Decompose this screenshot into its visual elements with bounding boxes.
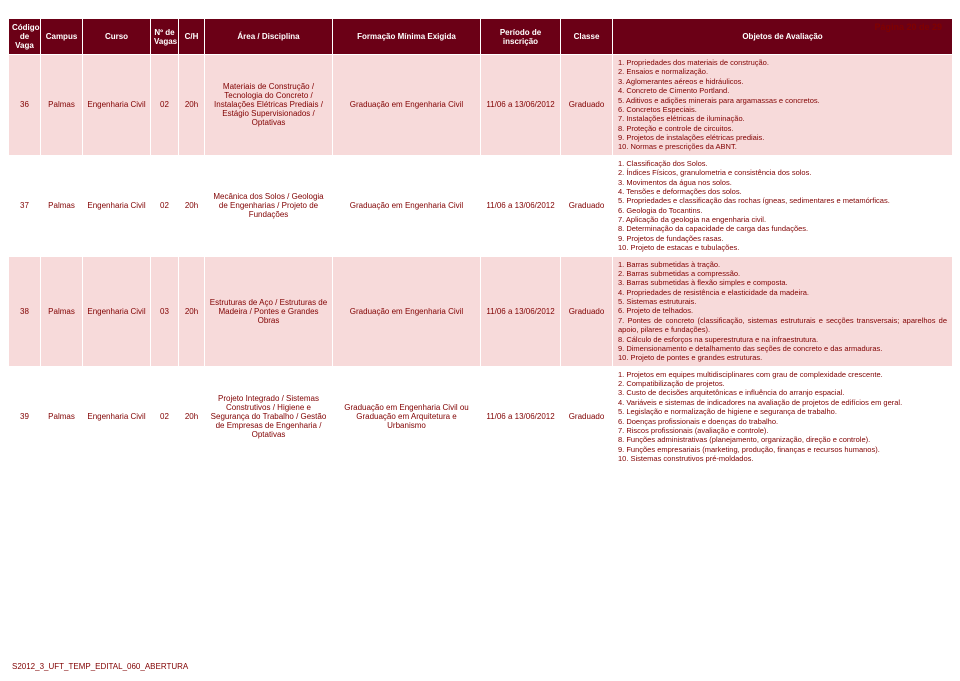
- cell-codigo: 37: [9, 155, 41, 256]
- col-curso: Curso: [83, 19, 151, 55]
- cell-formacao: Graduação em Engenharia Civil: [333, 55, 481, 156]
- cell-objetos: 1. Barras submetidas à tração.2. Barras …: [613, 256, 953, 366]
- cell-ch: 20h: [179, 55, 205, 156]
- table-header-row: Código de Vaga Campus Curso Nº de Vagas …: [9, 19, 953, 55]
- cell-ch: 20h: [179, 155, 205, 256]
- cell-periodo: 11/06 a 13/06/2012: [481, 256, 561, 366]
- cell-objetos: 1. Propriedades dos materiais de constru…: [613, 55, 953, 156]
- col-area: Área / Disciplina: [205, 19, 333, 55]
- cell-nvagas: 02: [151, 366, 179, 467]
- col-formacao: Formação Mínima Exigida: [333, 19, 481, 55]
- col-ch: C/H: [179, 19, 205, 55]
- cell-objetos: 1. Classificação dos Solos.2. Índices Fí…: [613, 155, 953, 256]
- cell-formacao: Graduação em Engenharia Civil ou Graduaç…: [333, 366, 481, 467]
- cell-nvagas: 03: [151, 256, 179, 366]
- cell-codigo: 39: [9, 366, 41, 467]
- table-row: 38PalmasEngenharia Civil0320hEstruturas …: [9, 256, 953, 366]
- cell-area: Projeto Integrado / Sistemas Construtivo…: [205, 366, 333, 467]
- cell-area: Mecânica dos Solos / Geologia de Engenha…: [205, 155, 333, 256]
- cell-periodo: 11/06 a 13/06/2012: [481, 366, 561, 467]
- cell-periodo: 11/06 a 13/06/2012: [481, 155, 561, 256]
- cell-classe: Graduado: [561, 155, 613, 256]
- cell-nvagas: 02: [151, 55, 179, 156]
- cell-curso: Engenharia Civil: [83, 155, 151, 256]
- cell-campus: Palmas: [41, 55, 83, 156]
- cell-campus: Palmas: [41, 366, 83, 467]
- cell-periodo: 11/06 a 13/06/2012: [481, 55, 561, 156]
- table-row: 39PalmasEngenharia Civil0220hProjeto Int…: [9, 366, 953, 467]
- cell-codigo: 38: [9, 256, 41, 366]
- col-campus: Campus: [41, 19, 83, 55]
- cell-codigo: 36: [9, 55, 41, 156]
- cell-formacao: Graduação em Engenharia Civil: [333, 155, 481, 256]
- col-classe: Classe: [561, 19, 613, 55]
- footer-code: S2012_3_UFT_TEMP_EDITAL_060_ABERTURA: [12, 662, 188, 671]
- page-number: Página 20 de 29: [874, 22, 942, 32]
- cell-ch: 20h: [179, 366, 205, 467]
- cell-curso: Engenharia Civil: [83, 55, 151, 156]
- vacancy-table: Código de Vaga Campus Curso Nº de Vagas …: [8, 18, 953, 467]
- col-periodo: Período de inscrição: [481, 19, 561, 55]
- cell-ch: 20h: [179, 256, 205, 366]
- cell-campus: Palmas: [41, 256, 83, 366]
- cell-classe: Graduado: [561, 366, 613, 467]
- cell-area: Materiais de Construção / Tecnologia do …: [205, 55, 333, 156]
- cell-objetos: 1. Projetos em equipes multidisciplinare…: [613, 366, 953, 467]
- cell-campus: Palmas: [41, 155, 83, 256]
- table-row: 37PalmasEngenharia Civil0220hMecânica do…: [9, 155, 953, 256]
- cell-nvagas: 02: [151, 155, 179, 256]
- table-row: 36PalmasEngenharia Civil0220hMateriais d…: [9, 55, 953, 156]
- col-nvagas: Nº de Vagas: [151, 19, 179, 55]
- cell-formacao: Graduação em Engenharia Civil: [333, 256, 481, 366]
- cell-classe: Graduado: [561, 55, 613, 156]
- cell-classe: Graduado: [561, 256, 613, 366]
- col-codigo: Código de Vaga: [9, 19, 41, 55]
- cell-area: Estruturas de Aço / Estruturas de Madeir…: [205, 256, 333, 366]
- cell-curso: Engenharia Civil: [83, 256, 151, 366]
- cell-curso: Engenharia Civil: [83, 366, 151, 467]
